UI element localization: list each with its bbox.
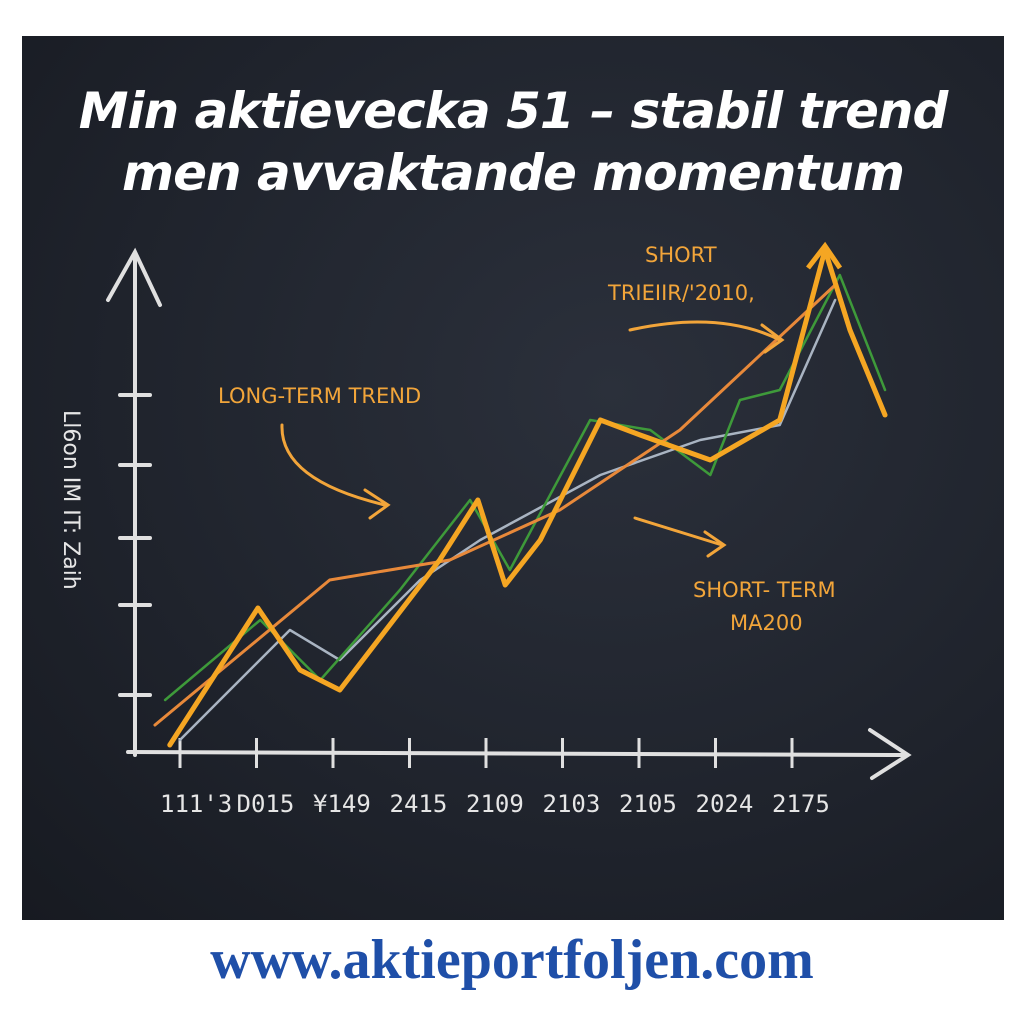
x-tick-label: D015 <box>237 790 295 818</box>
annotation-ma200: MA200 <box>730 611 803 635</box>
annotations: LONG-TERM TREND SHORT TRIEIIR/'2010, SHO… <box>218 243 836 635</box>
x-axis-arrow-icon <box>868 728 912 780</box>
y-axis-label: Ll6on IM IT: Zaih <box>58 410 83 590</box>
page-title: Min aktievecka 51 – stabil trend men avv… <box>22 80 1004 204</box>
title-line-1: Min aktievecka 51 – stabil trend <box>78 82 949 140</box>
title-line-2: men avvaktande momentum <box>122 144 905 202</box>
chalkboard-background <box>22 36 1004 920</box>
series-line-3 <box>178 298 837 742</box>
peak-arrow-icon <box>806 241 843 270</box>
x-tick-label: 2105 <box>619 790 677 818</box>
x-tick-label: ¥149 <box>313 790 371 818</box>
series-line-1 <box>153 283 837 727</box>
x-tick-label: 111'3 <box>160 790 232 818</box>
annotation-short-term: SHORT- TERM <box>693 578 836 602</box>
website-link[interactable]: www.aktieportfoljen.com <box>210 929 814 991</box>
x-tick-label: 2024 <box>696 790 754 818</box>
annotation-long-term: LONG-TERM TREND <box>218 384 421 408</box>
x-tick-label: 2103 <box>543 790 601 818</box>
y-axis <box>106 247 162 757</box>
arrow-icon <box>628 320 785 354</box>
annotation-short: SHORT <box>645 243 717 267</box>
y-axis-arrow-icon <box>106 247 162 307</box>
x-tick-label: 2175 <box>772 790 830 818</box>
x-tick-label: 2109 <box>466 790 524 818</box>
annotation-short-trend: TRIEIIR/'2010, <box>607 281 755 305</box>
arrow-icon <box>280 423 391 520</box>
x-tick-label: 2415 <box>390 790 448 818</box>
series-line-0 <box>167 247 888 748</box>
arrow-icon <box>633 516 727 558</box>
